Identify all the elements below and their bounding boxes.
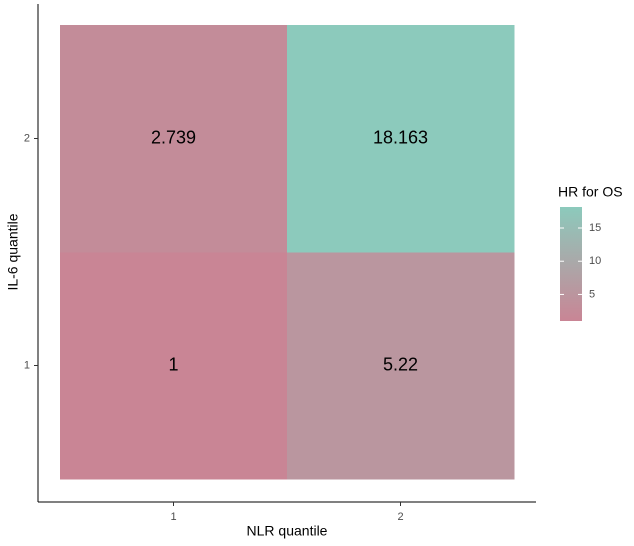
x-tick-label: 2 — [397, 511, 403, 523]
colorbar — [560, 207, 582, 321]
legend-title: HR for OS — [558, 184, 623, 200]
x-axis-title: NLR quantile — [247, 523, 328, 539]
y-tick-label: 1 — [24, 359, 30, 371]
colorbar-tick-label: 10 — [589, 255, 601, 267]
x-tick-label: 1 — [170, 511, 176, 523]
colorbar-tick-label: 15 — [589, 222, 601, 234]
cell-label: 2.739 — [151, 127, 196, 147]
cell-label: 1 — [168, 354, 178, 374]
y-tick-label: 2 — [24, 132, 30, 144]
y-axis-title: IL-6 quantile — [5, 213, 21, 290]
cell-label: 5.22 — [383, 354, 418, 374]
colorbar-tick-label: 5 — [589, 288, 595, 300]
heatmap-cell — [60, 25, 288, 253]
cell-label: 18.163 — [373, 127, 428, 147]
heatmap-cell — [287, 25, 515, 253]
heatmap-cell — [287, 252, 515, 480]
heatmap-cell — [60, 252, 288, 480]
